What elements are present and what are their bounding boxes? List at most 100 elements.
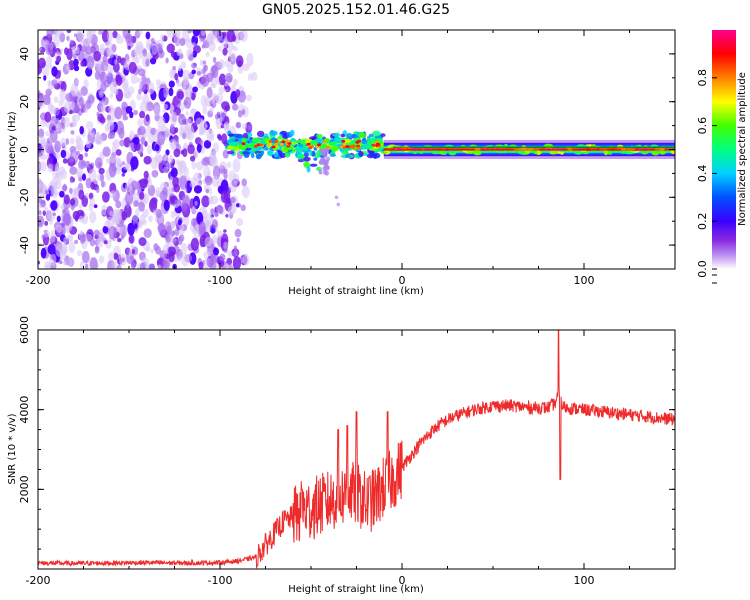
signal-hot — [656, 148, 660, 151]
signal-hot — [627, 148, 634, 151]
signal-blob — [574, 151, 583, 155]
noise-blob — [174, 73, 179, 81]
spectrogram-x-ticks: -200 -100 0 100 — [26, 30, 676, 287]
noise-blob — [69, 155, 75, 163]
noise-blob — [98, 100, 106, 114]
transition-hot — [259, 143, 264, 147]
transition-core — [371, 139, 377, 145]
noise-blob — [49, 235, 56, 243]
noise-blob — [44, 111, 52, 123]
noise-blob — [231, 45, 236, 50]
noise-blob — [116, 264, 122, 269]
noise-blob — [166, 224, 172, 236]
noise-blob — [121, 211, 128, 221]
noise-blob — [166, 43, 175, 54]
noise-blob — [159, 190, 168, 202]
noise-blob — [170, 111, 178, 126]
signal-blob — [625, 151, 634, 155]
noise-blob — [99, 43, 106, 56]
signal-blob — [650, 144, 659, 149]
noise-blob — [233, 173, 240, 184]
signal-blob — [473, 150, 482, 156]
noise-blob — [86, 55, 95, 70]
y-tick-label: 20 — [18, 95, 31, 109]
x-tick-label: 0 — [399, 574, 406, 587]
noise-blob — [83, 79, 89, 89]
noise-blob — [150, 37, 155, 43]
signal-hot — [474, 148, 481, 151]
noise-blob — [181, 201, 188, 212]
noise-blob — [98, 229, 104, 238]
noise-blob — [49, 120, 55, 127]
noise-blob — [227, 250, 233, 258]
noise-blob — [72, 45, 80, 55]
noise-blob — [60, 81, 67, 92]
noise-blob — [218, 163, 224, 169]
noise-blob — [60, 137, 67, 147]
noise-blob — [108, 252, 115, 262]
noise-blob — [47, 163, 54, 173]
noise-blob — [99, 173, 104, 182]
noise-blob — [45, 193, 51, 201]
noise-blob — [146, 246, 151, 252]
noise-blob — [130, 156, 139, 170]
noise-blob — [176, 50, 182, 56]
noise-blob — [89, 128, 96, 136]
noise-blob — [168, 87, 174, 97]
noise-blob — [198, 261, 204, 269]
noise-blob — [154, 144, 160, 152]
noise-blob — [103, 240, 108, 245]
noise-blob — [73, 65, 80, 72]
noise-blob — [170, 51, 176, 58]
noise-blob — [62, 158, 68, 164]
noise-blob — [166, 186, 173, 197]
noise-blob — [191, 62, 198, 69]
noise-blob — [80, 60, 86, 67]
noise-blob — [176, 90, 185, 100]
noise-blob — [218, 86, 225, 94]
noise-blob — [232, 256, 241, 269]
noise-blob — [232, 78, 238, 86]
noise-blob — [102, 225, 109, 234]
transition-hot — [317, 143, 321, 147]
noise-blob — [183, 187, 188, 194]
noise-blob — [251, 71, 258, 81]
noise-blob — [214, 226, 219, 233]
snr-x-ticks: -200 -100 0 100 — [26, 330, 676, 587]
noise-blob — [55, 172, 61, 179]
noise-blob — [78, 189, 85, 200]
transition-blob — [372, 130, 381, 137]
noise-blob — [179, 38, 186, 46]
noise-blob — [81, 250, 90, 264]
noise-blob — [193, 185, 203, 194]
noise-blob — [138, 237, 147, 247]
noise-blob — [109, 131, 116, 139]
noise-blob — [115, 200, 122, 209]
noise-blob — [81, 45, 87, 53]
x-tick-label: 100 — [574, 574, 595, 587]
noise-blob — [240, 30, 248, 42]
transition-core — [367, 145, 374, 149]
noise-blob — [192, 86, 199, 93]
signal-blob — [590, 144, 597, 150]
noise-blob — [155, 155, 163, 164]
noise-blob — [139, 214, 146, 226]
figure-title: GN05.2025.152.01.46.G25 — [262, 2, 450, 18]
noise-blob — [203, 140, 212, 149]
signal-hot — [435, 148, 443, 151]
noise-blob — [164, 233, 170, 240]
noise-blob — [38, 161, 47, 172]
noise-blob — [187, 144, 195, 155]
signal-hot — [393, 148, 403, 151]
transition-blob — [296, 154, 303, 160]
noise-blob — [217, 111, 222, 115]
noise-blob — [228, 52, 237, 62]
noise-blob — [191, 205, 196, 213]
noise-blob — [233, 250, 238, 257]
signal-hot — [390, 148, 395, 151]
noise-blob — [77, 107, 83, 116]
noise-blob — [137, 77, 142, 84]
noise-blob — [93, 50, 101, 62]
snr-x-label: Height of straight line (km) — [288, 584, 424, 595]
noise-blob — [168, 252, 175, 263]
